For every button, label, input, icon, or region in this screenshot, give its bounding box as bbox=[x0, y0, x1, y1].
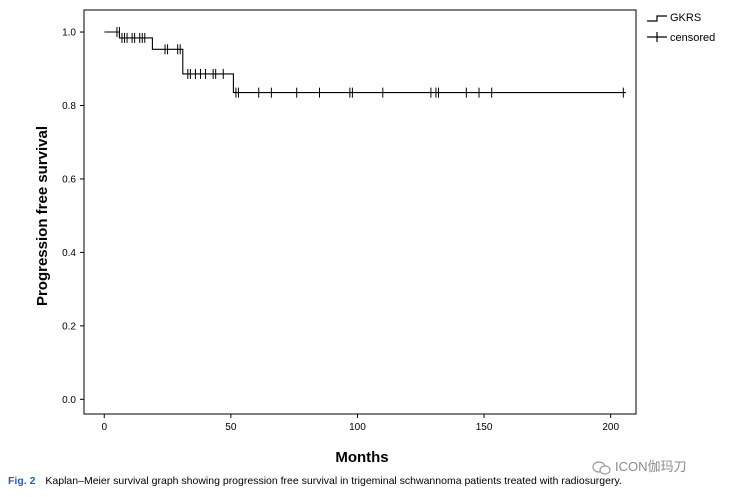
legend-label-gkrs: GKRS bbox=[670, 12, 701, 24]
figure-caption: Fig. 2 Kaplan–Meier survival graph showin… bbox=[8, 475, 622, 487]
x-tick-label: 150 bbox=[476, 422, 493, 433]
caption-text: Kaplan–Meier survival graph showing prog… bbox=[45, 475, 622, 487]
survival-step-line bbox=[104, 31, 626, 94]
x-tick-label: 200 bbox=[602, 422, 619, 433]
wechat-icon bbox=[592, 460, 611, 475]
km-chart: 0 50 100 150 200 0.0 0.2 0.4 0.6 0.8 1.0 GKRS cens… bbox=[34, 9, 715, 466]
figure-label: Fig. 2 bbox=[8, 475, 36, 487]
plot-axes bbox=[83, 9, 637, 415]
x-tick-label: 0 bbox=[101, 422, 107, 433]
x-axis-title: Months bbox=[335, 449, 388, 466]
legend-label-censored: censored bbox=[670, 32, 715, 44]
watermark: ICON伽玛刀 bbox=[592, 456, 687, 475]
y-tick-label: 0.8 bbox=[62, 101, 76, 112]
legend-swatch-gkrs bbox=[647, 15, 667, 22]
y-tick-label: 0.0 bbox=[62, 395, 76, 406]
x-tick-label: 100 bbox=[349, 422, 366, 433]
axis-ticks: 0 50 100 150 200 0.0 0.2 0.4 0.6 0.8 1.0 bbox=[62, 28, 619, 433]
legend: GKRS censored bbox=[647, 12, 715, 44]
y-tick-label: 1.0 bbox=[62, 28, 76, 39]
x-tick-label: 50 bbox=[225, 422, 237, 433]
series-layer bbox=[104, 27, 626, 98]
y-tick-label: 0.4 bbox=[62, 248, 76, 259]
watermark-text: ICON伽玛刀 bbox=[615, 459, 687, 474]
plot-frame bbox=[83, 9, 637, 415]
y-tick-label: 0.6 bbox=[62, 174, 76, 185]
y-tick-label: 0.2 bbox=[62, 321, 76, 332]
y-axis-title: Progression free survival bbox=[34, 126, 51, 306]
